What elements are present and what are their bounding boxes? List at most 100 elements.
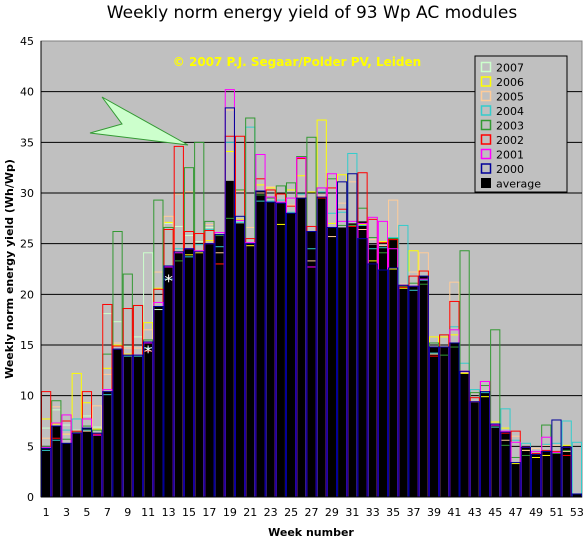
- bar-average: [92, 433, 103, 497]
- bar-average: [306, 231, 317, 498]
- y-tick-label: 25: [20, 238, 34, 251]
- x-tick-label: 21: [243, 506, 257, 519]
- x-tick-label: 5: [83, 506, 90, 519]
- x-tick-label: 25: [284, 506, 298, 519]
- bar-average: [388, 237, 399, 497]
- bar-average: [194, 251, 205, 497]
- y-axis-title: Weekly norm energy yield (Wh/Wp): [3, 159, 16, 379]
- bar-average: [102, 391, 113, 497]
- x-tick-label: 47: [509, 506, 523, 519]
- bar-average: [326, 227, 338, 497]
- chart-title: Weekly norm energy yield of 93 Wp AC mod…: [107, 3, 518, 23]
- bar-average: [459, 371, 470, 497]
- bar-average: [285, 213, 297, 497]
- bar-average: [571, 493, 582, 497]
- bar-average: [561, 447, 572, 497]
- y-tick-label: 20: [20, 288, 34, 301]
- bar-average: [510, 462, 521, 497]
- x-tick-label: 1: [43, 506, 50, 519]
- bar-average: [183, 248, 195, 497]
- y-tick-labels: 0 5 10 15 20 25 30 35 40 45: [20, 35, 34, 504]
- bar-average: [398, 285, 409, 497]
- bar-average: [296, 198, 307, 498]
- x-tick-label: 43: [468, 506, 482, 519]
- bar-average: [357, 221, 368, 497]
- legend-label-2000: 2000: [496, 163, 524, 176]
- bar-average: [51, 426, 62, 497]
- y-tick-label: 35: [20, 136, 34, 149]
- legend-label-2002: 2002: [496, 134, 524, 147]
- legend-label-2005: 2005: [496, 91, 524, 104]
- legend-label-2004: 2004: [496, 105, 524, 118]
- bar-average: [449, 342, 460, 497]
- legend-label-2006: 2006: [496, 76, 524, 89]
- bar-average: [265, 202, 276, 497]
- x-tick-label: 13: [162, 506, 176, 519]
- y-tick-label: 5: [27, 440, 34, 453]
- bar-average: [122, 355, 133, 497]
- bar-average: [173, 251, 184, 497]
- bar-average: [530, 454, 542, 497]
- copyright-text: © 2007 P.J. Segaar/Polder PV, Leiden: [173, 55, 421, 69]
- x-tick-label: 11: [141, 506, 155, 519]
- bar-average: [143, 341, 154, 497]
- y-tick-label: 40: [20, 86, 34, 99]
- legend-swatch-2000: [480, 163, 492, 174]
- y-tick-label: 0: [27, 491, 34, 504]
- bar-average: [224, 180, 235, 497]
- x-tick-label: 3: [63, 506, 70, 519]
- x-tick-label: 37: [407, 506, 421, 519]
- x-tick-label: 7: [104, 506, 111, 519]
- legend-swatch-2003: [480, 119, 492, 131]
- x-tick-label: 29: [325, 506, 339, 519]
- bar-average: [234, 223, 246, 497]
- legend-label-2007: 2007: [496, 62, 524, 75]
- bar-average: [204, 243, 215, 497]
- legend-swatch-average: [481, 178, 491, 188]
- bar-average: [112, 349, 123, 497]
- bar-average: [439, 347, 450, 497]
- bar-average: [418, 276, 429, 497]
- x-tick-label: 33: [366, 506, 380, 519]
- bar-average: [275, 203, 286, 497]
- x-tick-labels: 1 3 5 7 9 11 13 15 17 19 21 23 25 27 29 31 33 35 37 39 41 43 4…: [43, 506, 584, 519]
- legend-swatch-2001: [480, 148, 492, 160]
- x-tick-label: 53: [570, 506, 584, 519]
- legend-swatch-2002: [480, 134, 492, 145]
- legend-label-average: average: [496, 178, 541, 191]
- x-tick-label: 19: [223, 506, 237, 519]
- legend-swatch-2005: [480, 90, 492, 102]
- bar-average: [551, 452, 562, 497]
- x-tick-label: 35: [386, 506, 400, 519]
- bar-average: [367, 244, 378, 497]
- legend-swatch-2006: [480, 76, 492, 87]
- bar-average: [71, 433, 82, 497]
- bar-average: [469, 401, 480, 497]
- bar-average: [316, 197, 327, 497]
- annotation-asterisk: *: [164, 272, 173, 292]
- bar-average: [81, 428, 93, 497]
- bar-average: [163, 265, 174, 497]
- y-tick-label: 45: [20, 35, 34, 48]
- y-tick-label: 30: [20, 187, 34, 200]
- bar-average: [541, 451, 552, 497]
- y-tick-label: 15: [20, 339, 34, 352]
- legend-swatch-2007: [480, 61, 492, 73]
- bar-average: [500, 432, 511, 497]
- bar-average: [490, 424, 501, 497]
- annotation-asterisk: *: [144, 343, 153, 363]
- bar-average: [408, 286, 419, 497]
- bar-average: [132, 355, 144, 497]
- bar-average: [377, 245, 389, 497]
- bar-average: [520, 447, 531, 497]
- x-tick-label: 51: [549, 506, 563, 519]
- x-axis-title: Week number: [268, 526, 354, 539]
- x-tick-label: 9: [124, 506, 131, 519]
- bar-average: [337, 227, 348, 497]
- bar-average: [153, 306, 164, 497]
- annotations: **: [144, 272, 173, 363]
- x-tick-label: 27: [305, 506, 319, 519]
- x-tick-label: 31: [345, 506, 359, 519]
- bar-average: [214, 234, 225, 497]
- legend-swatch-2004: [480, 105, 492, 116]
